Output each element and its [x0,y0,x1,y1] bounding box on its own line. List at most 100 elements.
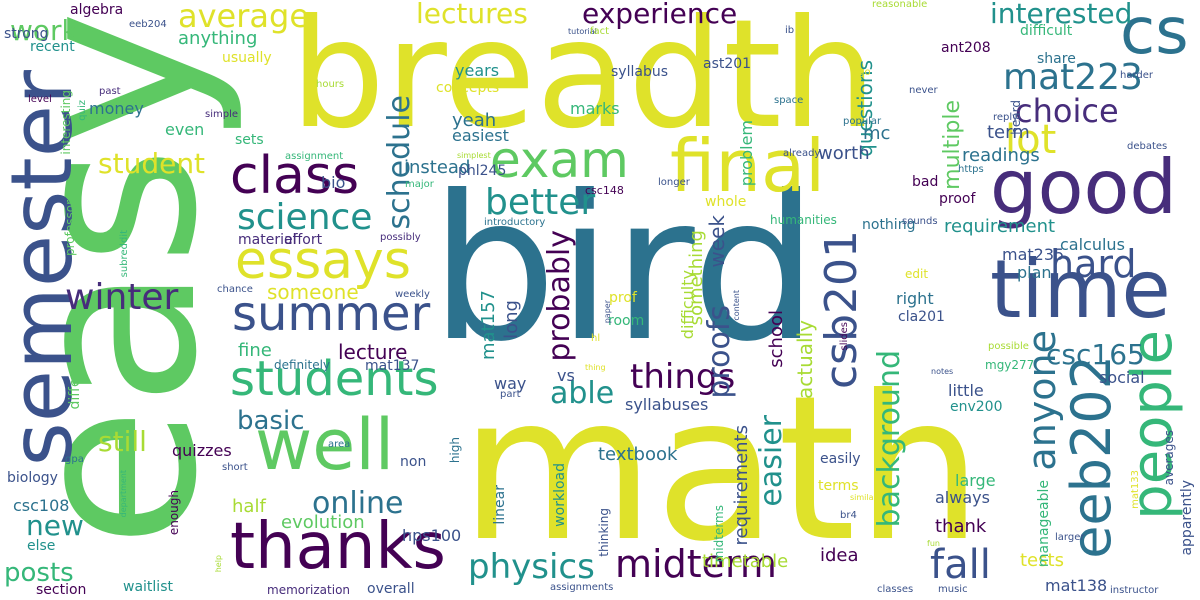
word-breadth: breadth [290,0,877,162]
word-chance: chance [217,284,253,295]
word-workload: workload [552,463,568,527]
word-space: space [774,95,804,106]
word-classes: classes [877,584,914,595]
word-strong: strong [4,26,49,42]
word-thing: thing [585,363,606,372]
word-bio: bio [321,173,346,192]
word-idea: idea [820,545,859,566]
word-different: different [67,350,83,410]
word-gpa: gpa [65,454,84,465]
word-class: class [230,146,360,206]
word-debates: debates [1127,141,1168,152]
word-bird: bird [430,153,819,386]
word-whole: whole [705,194,747,210]
word-summer: summer [232,286,431,342]
word-instead: instead [404,157,471,178]
word-well: well [255,404,395,486]
word-new: new [26,509,84,542]
word-simplest: simplest [457,151,491,160]
word-problem: problem [737,120,756,187]
word-hl: hl [591,333,601,344]
word-midterm: midterm [615,542,777,586]
word-timetable: timetable [702,551,789,572]
word-similar: similar [850,493,877,502]
word-time: time [990,243,1171,336]
word-concepts: concepts [436,80,500,96]
word-terms: terms [818,478,859,494]
word-readings: readings [962,145,1040,166]
word-popular: popular [843,116,882,127]
word-someone: someone [267,280,359,304]
word-cla201: cla201 [898,309,945,325]
word-hours: hours [316,79,345,90]
word-longer: longer [658,177,690,188]
word-assignments: assignments [550,582,614,593]
word-harder: harder [1120,70,1154,81]
word-section: section [36,582,87,598]
word-paper: paper [603,300,612,324]
word-nothing: nothing [862,217,916,233]
word-definitely: definitely [274,358,331,372]
word-bad: bad [912,174,939,190]
word-evolution: evolution [281,512,365,533]
word-non: non [400,454,427,470]
word-simple: simple [205,109,239,120]
word-interesting: interesting [59,90,73,155]
word-difficult: difficult [1020,23,1073,39]
word-requirement: requirement [944,216,1056,237]
word-instructor: instructor [1110,585,1159,596]
word-school: school [766,310,787,368]
word-usually: usually [222,50,272,66]
word-vs: vs [557,366,575,385]
word-prof: prof [609,290,637,306]
word-material: material [238,232,297,248]
word-enough: enough [167,490,181,536]
word-good: good [990,143,1177,231]
word-possible: possible [988,341,1029,352]
word-experience: experience [582,0,738,30]
word-easier: easier [754,415,789,507]
word-syllabus: syllabus [611,64,668,80]
word-way: way [494,374,527,393]
word-part: part [500,389,521,400]
word-winter: winter [65,277,179,318]
word-science: science [237,197,373,238]
word-possibly: possibly [380,232,421,243]
word-thank: thank [935,516,987,537]
word-final: final [670,124,826,208]
word-tests: tests [1020,550,1064,571]
word-still: still [98,425,147,458]
word-even: even [165,120,205,139]
word-proofs: proofs [702,305,737,399]
word-mgy277: mgy277 [985,358,1035,372]
word-waitlist: waitlist [123,579,173,595]
word-csb201: csb201 [816,230,867,390]
word-quizzes: quizzes [172,441,232,460]
word-introductory: introductory [484,217,546,228]
word-https: https [958,164,984,175]
word-years: years [455,61,500,80]
word-probably: probably [542,230,577,362]
word-larger: larger [1055,532,1085,543]
word-thanks: thanks [230,510,446,584]
word-share: share [1037,51,1076,67]
word-level: level [28,94,52,105]
word-effort: effort [284,232,323,248]
word-notes: notes [931,367,954,376]
word-weekly: weekly [395,289,430,300]
word-large: large [955,471,996,490]
word-midterms: midterms [712,505,726,563]
word-mat223: mat223 [1003,57,1143,98]
word-sets: sets [235,132,264,148]
word-eeb204: eeb204 [129,19,167,30]
word-money: money [89,99,144,118]
word-things: things [630,357,736,397]
word-memorization: memorization [267,583,351,597]
word-basic: basic [237,406,305,436]
word-professor: professor [63,200,77,257]
word-never: never [909,85,938,96]
word-room: room [608,313,645,329]
word-mat138: mat138 [1045,576,1108,595]
word-edit: edit [905,267,929,281]
word-exam: exam [490,131,629,189]
